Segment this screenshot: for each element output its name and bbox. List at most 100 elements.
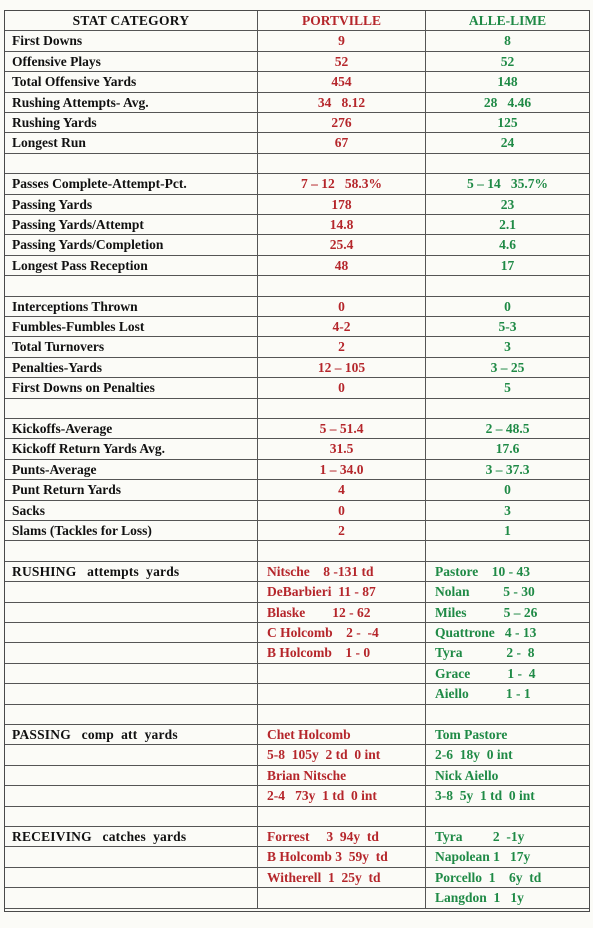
team1-value <box>258 276 426 296</box>
detail-row: PASSING comp att yards Chet Holcomb Tom Pa… <box>5 725 589 746</box>
team1-value <box>258 888 426 908</box>
team1-value: Blaske 12 - 62 <box>258 602 426 622</box>
team2-value: 2.1 <box>499 217 516 232</box>
team2-value: Tyra 2 - 8 <box>435 645 535 661</box>
header-row: STAT CATEGORY PORTVILLE ALLE-LIME <box>5 11 589 32</box>
stat-label: Kickoffs-Average <box>5 419 258 439</box>
stat-label: Fumbles-Fumbles Lost <box>5 317 258 337</box>
team1-value: 2 <box>258 521 426 541</box>
team2-value: Napolean 1 17y <box>435 849 531 865</box>
stat-row: Punts-Average 1 – 34.0 3 – 37.3 <box>5 459 589 481</box>
detail-row: Witherell 1 25y td Porcello 1 6y td <box>5 867 589 889</box>
team1-value <box>258 663 426 684</box>
stat-row: Passing Yards 178 23 <box>5 194 589 215</box>
stat-label: Rushing Attempts- Avg. <box>5 92 258 112</box>
team1-value: 0 <box>258 378 426 398</box>
detail-row: DeBarbieri 11 - 87 Nolan 5 - 30 <box>5 582 589 603</box>
detail-row: C Holcomb 2 - -4 Quattrone 4 - 13 <box>5 623 589 644</box>
team1-value <box>258 153 426 174</box>
stat-label <box>5 847 258 867</box>
stat-label: Penalties-Yards <box>5 357 258 378</box>
spacer-row <box>5 704 589 725</box>
detail-row: 5-8 105y 2 td 0 int 2-6 18y 0 int <box>5 745 589 766</box>
team1-value: 52 <box>258 51 426 72</box>
stat-label <box>5 602 258 622</box>
team2-value: 23 <box>500 196 515 212</box>
stat-label: Slams (Tackles for Loss) <box>5 521 258 541</box>
team2-value: Porcello 1 6y td <box>435 869 542 885</box>
team1-value: DeBarbieri 11 - 87 <box>258 582 426 602</box>
team2-value <box>426 807 589 826</box>
stat-label: First Downs on Penalties <box>5 378 258 398</box>
team1-value: Nitsche 8 -131 td <box>258 561 426 582</box>
team1-value <box>258 704 426 724</box>
spacer-row <box>5 541 589 562</box>
stat-label <box>5 623 258 643</box>
team1-value <box>258 684 426 704</box>
stat-label <box>5 582 258 602</box>
detail-row: Langdon 1 1y <box>5 888 589 909</box>
detail-row: Aiello 1 - 1 <box>5 684 589 705</box>
header-team1: PORTVILLE <box>258 11 426 31</box>
team1-value: 25.4 <box>258 235 426 255</box>
detail-row: Brian Nitsche Nick Aiello <box>5 765 589 787</box>
stat-label <box>5 765 258 786</box>
team2-value: 4.6 <box>499 237 516 253</box>
header-stat-category: STAT CATEGORY <box>5 11 258 31</box>
team2-value <box>426 154 589 173</box>
stat-row: Slams (Tackles for Loss) 2 1 <box>5 521 589 542</box>
team1-value: 34 8.12 <box>258 92 426 112</box>
stat-label: Rushing Yards <box>5 113 258 133</box>
stat-row: Rushing Attempts- Avg. 34 8.12 28 4.46 <box>5 92 589 113</box>
team1-value: 276 <box>258 113 426 133</box>
team2-value: 5-3 <box>498 319 517 334</box>
team1-value: 14.8 <box>258 215 426 235</box>
team1-value: 2 <box>258 337 426 357</box>
team2-value: Nick Aiello <box>435 767 499 783</box>
stat-row: Sacks 0 3 <box>5 500 589 521</box>
stat-label <box>5 745 258 765</box>
team2-value: 52 <box>500 53 515 69</box>
team1-value: 2-4 73y 1 td 0 int <box>258 786 426 806</box>
spacer-row <box>5 276 589 297</box>
stat-label <box>5 276 258 296</box>
team1-value: B Holcomb 1 - 0 <box>258 643 426 663</box>
team2-value: 148 <box>497 74 518 90</box>
team1-value: Witherell 1 25y td <box>258 867 426 888</box>
team2-value: 24 <box>500 135 515 151</box>
team1-value <box>258 398 426 418</box>
team1-value: 0 <box>258 296 426 316</box>
stat-label <box>5 398 258 418</box>
team1-value: Forrest 3 94y td <box>258 827 426 847</box>
stat-label: Punt Return Yards <box>5 480 258 500</box>
stat-row: Passing Yards/Completion 25.4 4.6 <box>5 235 589 256</box>
spacer-row <box>5 398 589 419</box>
team2-value: 125 <box>497 115 518 130</box>
stat-row: Total Turnovers 2 3 <box>5 337 589 358</box>
stat-label <box>5 541 258 561</box>
team2-value: 3-8 5y 1 td 0 int <box>435 788 535 804</box>
team2-value: 2 – 48.5 <box>485 421 530 436</box>
team1-value: 12 – 105 <box>258 357 426 378</box>
stat-label: Passing Yards/Attempt <box>5 215 258 235</box>
stat-label: RUSHING attempts yards <box>5 561 258 582</box>
spacer-row <box>5 806 589 827</box>
team-stats-table: STAT CATEGORY PORTVILLE ALLE-LIME First … <box>4 10 590 912</box>
team2-value: Langdon 1 1y <box>435 890 524 906</box>
stat-row: Longest Run 67 24 <box>5 133 589 154</box>
stat-label <box>5 663 258 684</box>
team2-value: 28 4.46 <box>483 94 532 110</box>
stat-row: Penalties-Yards 12 – 105 3 – 25 <box>5 357 589 379</box>
stat-label <box>5 867 258 888</box>
stat-row: Fumbles-Fumbles Lost 4-2 5-3 <box>5 317 589 338</box>
stat-label: RECEIVING catches yards <box>5 827 258 847</box>
team2-value: 3 <box>504 502 511 518</box>
team2-value <box>426 705 589 724</box>
stat-row: Passes Complete-Attempt-Pct. 7 – 12 58.3%… <box>5 174 589 195</box>
team2-value <box>426 276 589 295</box>
stat-label: Passes Complete-Attempt-Pct. <box>5 174 258 194</box>
team1-value: 1 – 34.0 <box>258 459 426 480</box>
stat-row: Punt Return Yards 4 0 <box>5 480 589 501</box>
team1-value: 4-2 <box>258 317 426 337</box>
stat-row: First Downs on Penalties 0 5 <box>5 378 589 399</box>
